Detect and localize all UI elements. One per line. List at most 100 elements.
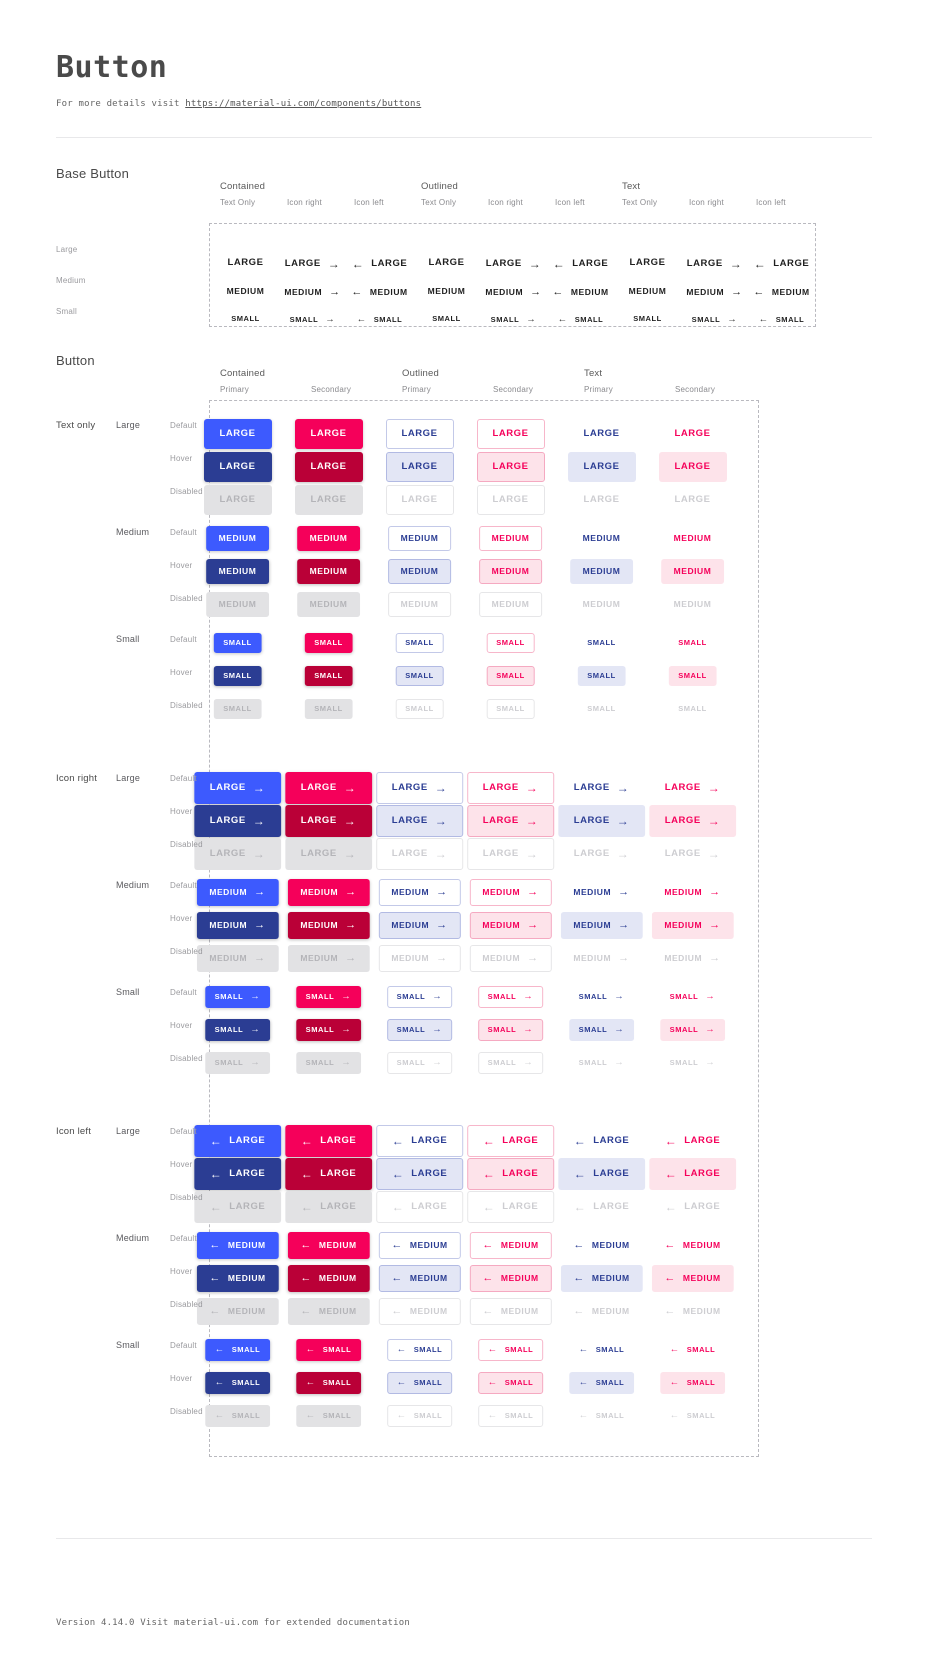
button-contained-secondary-large-hover[interactable]: LARGE → (284, 805, 373, 837)
button-plain-medium[interactable]: ← MEDIUM (350, 279, 408, 306)
button-text-secondary-large-default[interactable]: ← LARGE (649, 1125, 737, 1157)
button-plain-small[interactable]: SMALL (431, 309, 462, 329)
button-outlined-secondary-large-hover[interactable]: LARGE → (466, 805, 555, 837)
button-plain-medium[interactable]: MEDIUM (427, 279, 467, 304)
button-outlined-secondary-small-default[interactable]: ← SMALL (477, 1339, 544, 1361)
button-outlined-secondary-large-default[interactable]: LARGE (476, 419, 545, 449)
button-plain-medium[interactable]: MEDIUM (226, 279, 266, 304)
button-outlined-primary-large-hover[interactable]: LARGE → (375, 805, 464, 837)
button-contained-secondary-small-hover[interactable]: ← SMALL (295, 1372, 362, 1394)
button-text-primary-small-default[interactable]: SMALL → (569, 986, 635, 1008)
button-plain-small[interactable]: SMALL → (691, 309, 739, 331)
button-text-secondary-large-hover[interactable]: LARGE (658, 452, 727, 482)
button-plain-medium[interactable]: MEDIUM → (685, 279, 743, 306)
button-text-primary-large-default[interactable]: LARGE → (558, 772, 646, 804)
button-plain-large[interactable]: LARGE (428, 248, 466, 278)
button-text-primary-large-hover[interactable]: LARGE → (557, 805, 646, 837)
button-contained-primary-small-hover[interactable]: SMALL (213, 666, 262, 686)
button-outlined-secondary-medium-default[interactable]: MEDIUM (478, 526, 543, 551)
button-outlined-secondary-medium-hover[interactable]: MEDIUM (478, 559, 543, 584)
button-outlined-secondary-small-default[interactable]: SMALL (486, 633, 535, 653)
button-plain-small[interactable]: SMALL (230, 309, 261, 329)
button-plain-medium[interactable]: MEDIUM → (484, 279, 542, 306)
button-outlined-primary-small-default[interactable]: SMALL (395, 633, 444, 653)
button-contained-primary-large-default[interactable]: LARGE → (193, 772, 282, 804)
button-outlined-secondary-large-default[interactable]: ← LARGE (466, 1125, 555, 1157)
button-text-primary-medium-default[interactable]: MEDIUM (570, 526, 634, 551)
button-contained-secondary-small-default[interactable]: ← SMALL (295, 1339, 362, 1361)
button-text-secondary-medium-hover[interactable]: MEDIUM → (651, 912, 734, 939)
button-contained-secondary-medium-default[interactable]: MEDIUM → (287, 879, 370, 906)
button-contained-secondary-large-hover[interactable]: LARGE (294, 452, 363, 482)
button-plain-small[interactable]: SMALL → (289, 309, 337, 331)
button-text-primary-large-hover[interactable]: ← LARGE (557, 1158, 646, 1190)
button-contained-primary-large-default[interactable]: LARGE (203, 419, 272, 449)
button-outlined-primary-medium-hover[interactable]: MEDIUM (387, 559, 452, 584)
button-contained-primary-medium-default[interactable]: MEDIUM (205, 526, 270, 551)
button-contained-secondary-small-hover[interactable]: SMALL → (295, 1019, 362, 1041)
button-text-primary-medium-hover[interactable]: ← MEDIUM (560, 1265, 643, 1292)
button-contained-primary-medium-default[interactable]: MEDIUM → (196, 879, 279, 906)
button-contained-primary-small-hover[interactable]: ← SMALL (204, 1372, 271, 1394)
button-plain-small[interactable]: ← SMALL (758, 309, 806, 331)
button-contained-primary-small-default[interactable]: ← SMALL (204, 1339, 271, 1361)
button-contained-secondary-medium-hover[interactable]: MEDIUM → (287, 912, 370, 939)
button-plain-large[interactable]: LARGE → (686, 248, 744, 280)
button-contained-primary-medium-hover[interactable]: ← MEDIUM (196, 1265, 279, 1292)
button-plain-large[interactable]: LARGE → (284, 248, 342, 280)
button-contained-primary-large-hover[interactable]: ← LARGE (193, 1158, 282, 1190)
button-contained-primary-large-hover[interactable]: LARGE → (193, 805, 282, 837)
button-outlined-primary-small-hover[interactable]: ← SMALL (386, 1372, 453, 1394)
button-text-primary-medium-hover[interactable]: MEDIUM → (560, 912, 643, 939)
button-contained-secondary-medium-hover[interactable]: MEDIUM (296, 559, 361, 584)
button-contained-primary-large-default[interactable]: ← LARGE (193, 1125, 282, 1157)
button-text-secondary-small-default[interactable]: SMALL (668, 633, 717, 653)
button-text-secondary-medium-default[interactable]: MEDIUM → (651, 879, 733, 906)
button-outlined-secondary-medium-hover[interactable]: MEDIUM → (469, 912, 552, 939)
button-plain-large[interactable]: LARGE (227, 248, 265, 278)
button-contained-primary-medium-hover[interactable]: MEDIUM (205, 559, 270, 584)
button-outlined-secondary-medium-default[interactable]: ← MEDIUM (469, 1232, 552, 1259)
button-text-secondary-large-hover[interactable]: LARGE → (648, 805, 737, 837)
button-contained-primary-small-hover[interactable]: SMALL → (204, 1019, 271, 1041)
button-outlined-primary-medium-hover[interactable]: MEDIUM → (378, 912, 461, 939)
button-text-secondary-small-hover[interactable]: SMALL (668, 666, 717, 686)
button-plain-large[interactable]: ← LARGE (351, 248, 409, 280)
button-outlined-primary-large-default[interactable]: LARGE (385, 419, 454, 449)
button-outlined-primary-small-hover[interactable]: SMALL (395, 666, 444, 686)
button-plain-medium[interactable]: MEDIUM (628, 279, 668, 304)
button-outlined-primary-large-hover[interactable]: ← LARGE (375, 1158, 464, 1190)
button-outlined-secondary-medium-default[interactable]: MEDIUM → (469, 879, 552, 906)
button-text-primary-small-hover[interactable]: ← SMALL (568, 1372, 635, 1394)
button-text-secondary-medium-hover[interactable]: MEDIUM (660, 559, 725, 584)
button-contained-secondary-large-default[interactable]: LARGE → (284, 772, 373, 804)
button-contained-primary-small-default[interactable]: SMALL (213, 633, 262, 653)
button-text-secondary-large-hover[interactable]: ← LARGE (648, 1158, 737, 1190)
button-text-primary-small-default[interactable]: SMALL (577, 633, 626, 653)
button-text-primary-medium-default[interactable]: MEDIUM → (560, 879, 642, 906)
button-text-secondary-large-default[interactable]: LARGE (659, 419, 727, 449)
button-outlined-secondary-large-default[interactable]: LARGE → (466, 772, 555, 804)
button-plain-small[interactable]: SMALL (632, 309, 663, 329)
button-outlined-primary-medium-hover[interactable]: ← MEDIUM (378, 1265, 461, 1292)
button-text-secondary-large-default[interactable]: LARGE → (649, 772, 737, 804)
button-plain-medium[interactable]: ← MEDIUM (551, 279, 609, 306)
button-outlined-primary-large-hover[interactable]: LARGE (385, 452, 454, 482)
button-outlined-primary-small-hover[interactable]: SMALL → (386, 1019, 453, 1041)
button-text-primary-medium-hover[interactable]: MEDIUM (569, 559, 634, 584)
button-outlined-secondary-small-hover[interactable]: ← SMALL (477, 1372, 544, 1394)
button-plain-large[interactable]: ← LARGE (753, 248, 811, 280)
button-text-primary-small-default[interactable]: ← SMALL (569, 1339, 635, 1361)
button-plain-large[interactable]: LARGE (629, 248, 667, 278)
button-plain-small[interactable]: ← SMALL (557, 309, 605, 331)
button-outlined-secondary-large-hover[interactable]: LARGE (476, 452, 545, 482)
button-outlined-primary-small-default[interactable]: SMALL → (386, 986, 453, 1008)
button-contained-secondary-medium-hover[interactable]: ← MEDIUM (287, 1265, 370, 1292)
docs-link[interactable]: https://material-ui.com/components/butto… (185, 99, 422, 109)
button-text-primary-large-default[interactable]: LARGE (568, 419, 636, 449)
button-contained-secondary-small-default[interactable]: SMALL → (295, 986, 362, 1008)
button-outlined-primary-small-default[interactable]: ← SMALL (386, 1339, 453, 1361)
button-contained-secondary-large-default[interactable]: LARGE (294, 419, 363, 449)
button-plain-small[interactable]: ← SMALL (356, 309, 404, 331)
button-plain-large[interactable]: ← LARGE (552, 248, 610, 280)
